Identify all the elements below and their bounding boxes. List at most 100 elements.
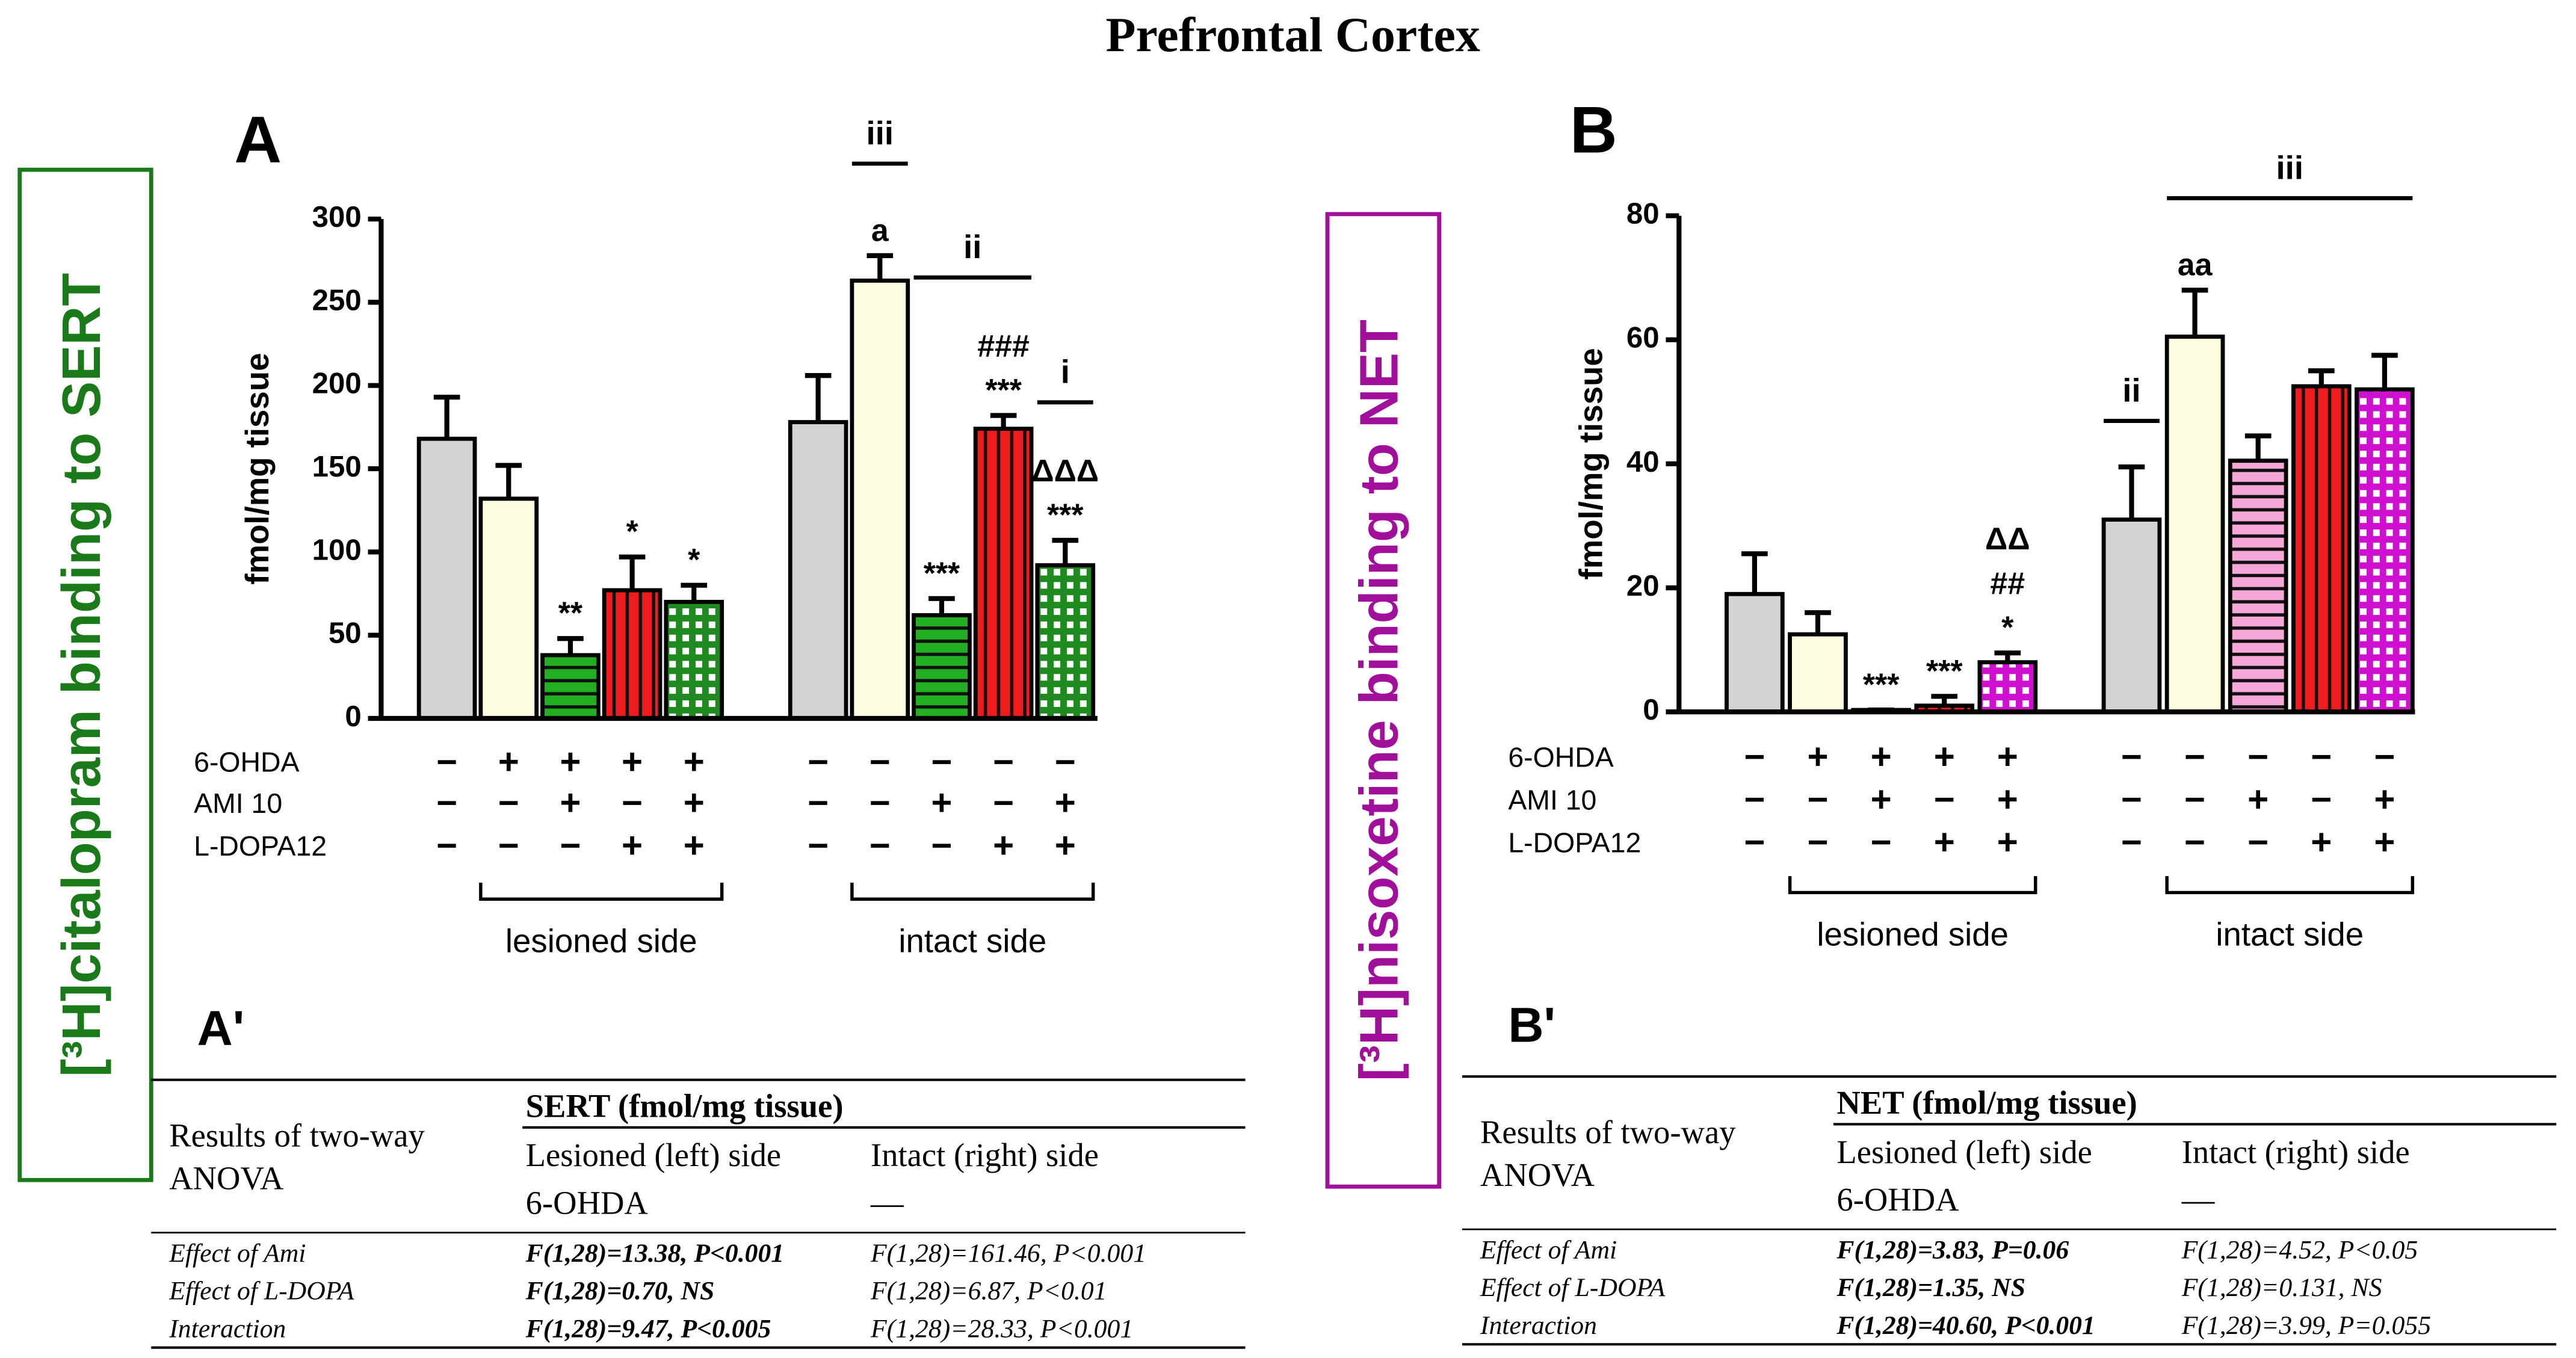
condition-sign: + — [560, 741, 581, 782]
condition-sign: + — [993, 826, 1014, 866]
bar — [912, 613, 972, 721]
error-bar — [2244, 433, 2272, 461]
bar — [664, 599, 724, 721]
bar — [602, 588, 663, 721]
panel-letter: A — [234, 103, 282, 177]
bracket-label: i — [1061, 354, 1070, 390]
condition-sign: + — [1871, 779, 1892, 819]
condition-sign: + — [1997, 779, 2018, 819]
y-tick-label: 0 — [1643, 694, 1659, 726]
condition-label: 6-OHDA — [194, 747, 299, 778]
condition-sign: − — [808, 741, 829, 782]
group-bracket — [850, 883, 1095, 901]
condition-sign: − — [1934, 779, 1955, 819]
condition-sign: − — [1744, 822, 1765, 862]
bar — [1725, 591, 1785, 714]
error-bar — [805, 373, 832, 422]
bar — [2291, 384, 2352, 714]
error-bar — [2371, 353, 2398, 390]
side-label: [³H]citalopram binding to SERT — [51, 273, 112, 1077]
table-cell: F(1,28)=9.47, P<0.005 — [525, 1314, 771, 1343]
y-tick-label: 200 — [312, 368, 362, 400]
table-measure: NET (fmol/mg tissue) — [1836, 1084, 2137, 1121]
y-tick-label: 50 — [329, 617, 362, 650]
error-bar — [2118, 464, 2145, 520]
table-cell: Effect of Ami — [168, 1239, 306, 1268]
condition-sign: − — [436, 826, 457, 866]
bracket-label: ii — [963, 229, 981, 265]
y-tick-label: 60 — [1626, 322, 1660, 354]
condition-sign: + — [1055, 826, 1076, 866]
side-label-box — [17, 167, 153, 1182]
condition-label: AMI 10 — [1508, 785, 1596, 816]
table-column-header: Lesioned (left) side — [526, 1137, 781, 1173]
condition-sign: − — [993, 741, 1014, 782]
condition-sign: − — [2247, 736, 2269, 777]
table-cell: F(1,28)=4.52, P<0.05 — [2181, 1235, 2418, 1264]
condition-label: L-DOPA12 — [194, 830, 327, 862]
significance-label: ## — [1990, 566, 2025, 600]
condition-sign: − — [1871, 822, 1892, 862]
table-cell: Effect of Ami — [1480, 1235, 1617, 1264]
table-row-header: ANOVA — [1480, 1156, 1595, 1193]
condition-sign: − — [869, 741, 891, 782]
error-bar — [2181, 288, 2208, 337]
condition-sign: − — [1807, 779, 1828, 819]
significance-label: ** — [558, 596, 583, 631]
bar — [850, 278, 910, 721]
significance-label: *** — [924, 555, 960, 590]
side-label-box — [1325, 212, 1442, 1189]
error-bar — [433, 394, 460, 439]
error-bar — [557, 636, 584, 655]
table-cell: F(1,28)=13.38, P<0.001 — [525, 1239, 784, 1268]
group-label: intact side — [2216, 916, 2364, 953]
error-bar — [1741, 551, 1768, 594]
condition-sign: − — [2374, 736, 2395, 777]
table-panel-letter: B' — [1508, 998, 1555, 1053]
condition-sign: + — [1871, 736, 1892, 777]
significance-label: *** — [985, 372, 1022, 407]
panel-letter: B — [1570, 94, 1617, 167]
error-bar — [495, 463, 522, 499]
error-bar — [866, 253, 894, 281]
condition-sign: − — [560, 826, 581, 866]
table-row-header: Results of two-way — [1480, 1114, 1736, 1150]
significance-label: *** — [1047, 497, 1084, 532]
condition-sign: + — [2374, 779, 2395, 819]
condition-sign: + — [560, 783, 581, 823]
table-subheader: 6-OHDA — [526, 1184, 649, 1221]
condition-label: L-DOPA12 — [1508, 827, 1641, 859]
table-cell: F(1,28)=6.87, P<0.01 — [870, 1277, 1107, 1306]
table-cell: F(1,28)=161.46, P<0.001 — [870, 1239, 1146, 1268]
condition-sign: − — [1055, 741, 1076, 782]
y-axis-label: fmol/mg tissue — [1573, 348, 1610, 579]
significance-label: ΔΔΔ — [1031, 453, 1099, 488]
y-axis-label: fmol/mg tissue — [239, 353, 276, 584]
table-cell: Interaction — [168, 1314, 286, 1343]
condition-sign: − — [1744, 736, 1765, 777]
bracket-label: iii — [2276, 149, 2303, 186]
condition-sign: + — [684, 826, 705, 866]
condition-sign: − — [2184, 736, 2205, 777]
condition-sign: + — [684, 741, 705, 782]
condition-sign: + — [1807, 736, 1828, 777]
error-bar — [928, 596, 955, 616]
table-column-header: Intact (right) side — [871, 1137, 1099, 1173]
significance-label: aa — [2178, 247, 2213, 282]
bracket-label: iii — [866, 115, 894, 152]
table-subheader: 6-OHDA — [1836, 1181, 1959, 1218]
group-label: lesioned side — [1817, 916, 2009, 953]
condition-sign: + — [2247, 779, 2269, 819]
condition-label: AMI 10 — [194, 788, 282, 819]
condition-sign: − — [931, 826, 952, 866]
group-bracket — [2165, 876, 2415, 895]
condition-sign: + — [622, 826, 643, 866]
significance-label: * — [2001, 610, 2014, 645]
y-tick-label: 20 — [1626, 570, 1660, 602]
condition-sign: − — [993, 783, 1014, 823]
condition-sign: + — [1934, 822, 1955, 862]
condition-sign: − — [1744, 779, 1765, 819]
bar — [478, 496, 539, 721]
table-cell: Interaction — [1480, 1311, 1597, 1340]
group-label: lesioned side — [505, 922, 697, 959]
